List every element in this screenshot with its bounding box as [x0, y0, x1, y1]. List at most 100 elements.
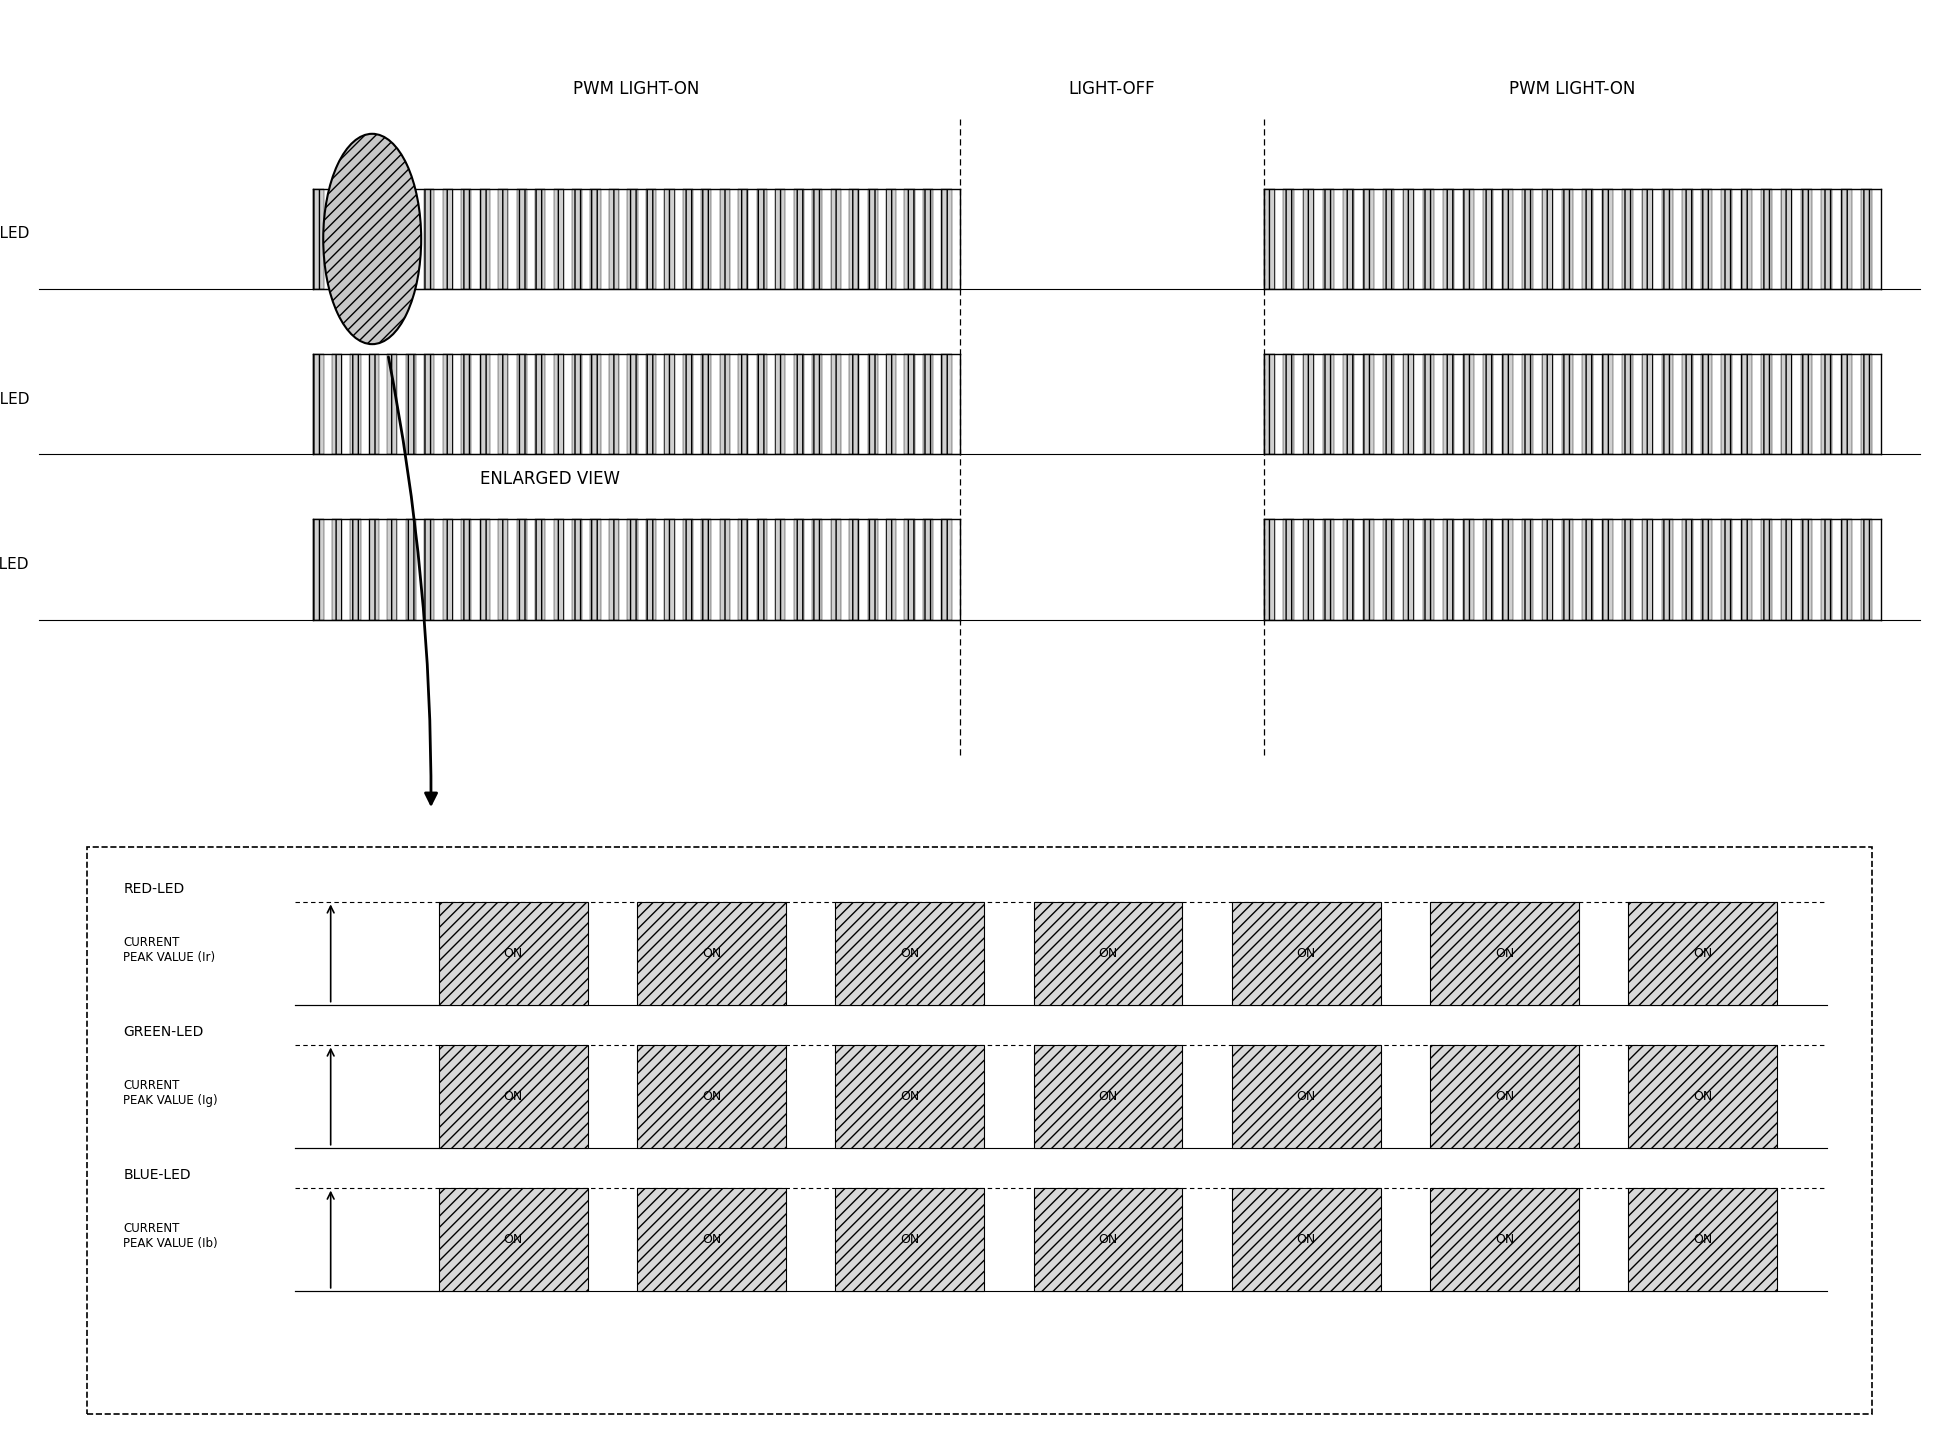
Bar	[1463, 355, 1473, 455]
Bar	[1503, 355, 1514, 455]
Bar	[1628, 1045, 1777, 1148]
Bar	[498, 355, 507, 455]
Bar	[701, 355, 711, 455]
Ellipse shape	[323, 135, 421, 345]
Bar	[813, 519, 823, 620]
Bar	[609, 519, 619, 620]
Bar	[1383, 519, 1395, 620]
Bar	[868, 189, 878, 289]
Bar	[368, 189, 378, 289]
Bar	[1661, 189, 1673, 289]
Bar	[923, 189, 932, 289]
Bar	[1322, 519, 1334, 620]
Bar	[1761, 519, 1773, 620]
Bar	[1781, 189, 1792, 289]
Bar	[1841, 355, 1851, 455]
Text: ON: ON	[1693, 1089, 1712, 1103]
Bar	[664, 189, 674, 289]
Bar	[535, 519, 545, 620]
Text: ON: ON	[1297, 1089, 1316, 1103]
Bar	[439, 1045, 588, 1148]
Bar	[1622, 355, 1632, 455]
Bar	[1661, 355, 1673, 455]
Bar	[1841, 519, 1851, 620]
Bar	[351, 519, 360, 620]
Bar	[627, 519, 637, 620]
Bar	[1761, 355, 1773, 455]
Bar	[1681, 189, 1693, 289]
Text: ON: ON	[1495, 946, 1514, 960]
Bar	[1232, 1045, 1381, 1148]
Bar	[572, 355, 582, 455]
Bar	[1781, 355, 1792, 455]
Bar	[1483, 355, 1493, 455]
Bar	[480, 519, 490, 620]
Bar	[406, 519, 415, 620]
Bar	[739, 355, 748, 455]
Bar	[942, 519, 952, 620]
Bar	[572, 519, 582, 620]
Bar	[942, 189, 952, 289]
Bar	[1642, 355, 1653, 455]
Bar	[831, 355, 840, 455]
Bar	[1722, 519, 1732, 620]
Bar	[590, 519, 601, 620]
Bar	[1522, 519, 1534, 620]
Bar	[1781, 519, 1792, 620]
Bar	[443, 519, 453, 620]
Bar	[1403, 519, 1414, 620]
Bar	[1742, 355, 1751, 455]
Text: ON: ON	[701, 946, 721, 960]
Bar	[1642, 189, 1653, 289]
Text: CURRENT
PEAK VALUE (Ir): CURRENT PEAK VALUE (Ir)	[123, 936, 215, 964]
Bar	[1344, 189, 1354, 289]
Text: ENLARGED VIEW: ENLARGED VIEW	[480, 471, 619, 488]
Bar	[831, 189, 840, 289]
Text: ON: ON	[503, 1232, 523, 1246]
Text: ON: ON	[1495, 1089, 1514, 1103]
Bar	[848, 355, 860, 455]
Bar	[1661, 519, 1673, 620]
Bar	[1702, 519, 1712, 620]
Bar	[1561, 189, 1573, 289]
Bar	[406, 355, 415, 455]
Bar	[590, 189, 601, 289]
Bar	[793, 355, 803, 455]
Bar	[1628, 902, 1777, 1005]
Bar	[1363, 189, 1373, 289]
Bar	[1232, 1188, 1381, 1291]
Bar	[1628, 1188, 1777, 1291]
Bar	[701, 189, 711, 289]
Bar	[1430, 1045, 1579, 1148]
Bar	[406, 189, 415, 289]
Bar	[1383, 355, 1395, 455]
Bar	[793, 189, 803, 289]
Bar	[835, 1045, 983, 1148]
Bar	[1344, 355, 1354, 455]
Bar	[1283, 519, 1295, 620]
Bar	[368, 519, 378, 620]
Bar	[868, 519, 878, 620]
Bar	[425, 189, 435, 289]
Text: LIGHT-OFF: LIGHT-OFF	[1068, 80, 1156, 97]
Bar	[1861, 519, 1871, 620]
Bar	[885, 519, 895, 620]
Bar	[813, 189, 823, 289]
Bar	[1322, 355, 1334, 455]
Bar	[1264, 519, 1275, 620]
Bar	[719, 355, 731, 455]
Bar	[1822, 189, 1832, 289]
Bar	[1503, 189, 1514, 289]
Bar	[1561, 355, 1573, 455]
Bar	[637, 1045, 786, 1148]
Text: RED-LED: RED-LED	[123, 881, 184, 896]
Bar	[905, 189, 915, 289]
Bar	[1800, 355, 1812, 455]
Bar	[1463, 519, 1473, 620]
Bar	[535, 355, 545, 455]
Bar	[443, 355, 453, 455]
Bar	[637, 902, 786, 1005]
Bar	[609, 189, 619, 289]
Bar	[1583, 355, 1593, 455]
Bar	[646, 519, 656, 620]
